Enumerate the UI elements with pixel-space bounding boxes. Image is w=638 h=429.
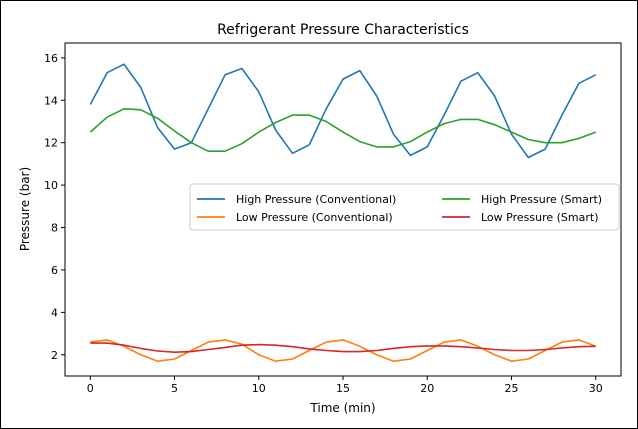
y-tick-label: 8 <box>51 222 58 235</box>
x-tick-label: 30 <box>589 382 603 395</box>
y-axis-label: Pressure (bar) <box>18 167 32 251</box>
y-tick-label: 4 <box>51 306 58 319</box>
series-layer <box>89 63 597 363</box>
y-tick-label: 2 <box>51 349 58 362</box>
y-tick-label: 14 <box>44 94 58 107</box>
legend-label-high-smart: High Pressure (Smart) <box>481 193 602 206</box>
ticks-layer: 0 5 10 15 20 25 30 2 4 6 8 10 12 14 16 <box>44 52 603 395</box>
series-line-low-conventional <box>90 339 596 363</box>
x-tick-label: 25 <box>504 382 518 395</box>
x-tick-label: 0 <box>87 382 94 395</box>
x-tick-label: 15 <box>336 382 350 395</box>
legend-label-low-conventional: Low Pressure (Conventional) <box>236 211 393 224</box>
x-axis-label: Time (min) <box>309 401 375 415</box>
x-tick-label: 5 <box>171 382 178 395</box>
y-tick-label: 12 <box>44 137 58 150</box>
legend-label-high-conventional: High Pressure (Conventional) <box>236 193 396 206</box>
chart-title: Refrigerant Pressure Characteristics <box>217 22 469 38</box>
legend: High Pressure (Conventional) Low Pressur… <box>189 183 620 231</box>
legend-box <box>189 183 620 231</box>
y-tick-label: 6 <box>51 264 58 277</box>
legend-label-low-smart: Low Pressure (Smart) <box>481 211 598 224</box>
y-tick-label: 16 <box>44 52 58 65</box>
series-line-high-smart <box>89 108 596 152</box>
series-line-high-conventional <box>89 63 597 159</box>
x-tick-label: 10 <box>252 382 266 395</box>
series-line-low-smart <box>90 342 596 354</box>
x-tick-label: 20 <box>420 382 434 395</box>
y-tick-label: 10 <box>44 179 58 192</box>
